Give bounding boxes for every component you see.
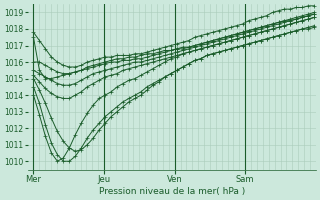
X-axis label: Pression niveau de la mer( hPa ): Pression niveau de la mer( hPa )	[99, 187, 245, 196]
